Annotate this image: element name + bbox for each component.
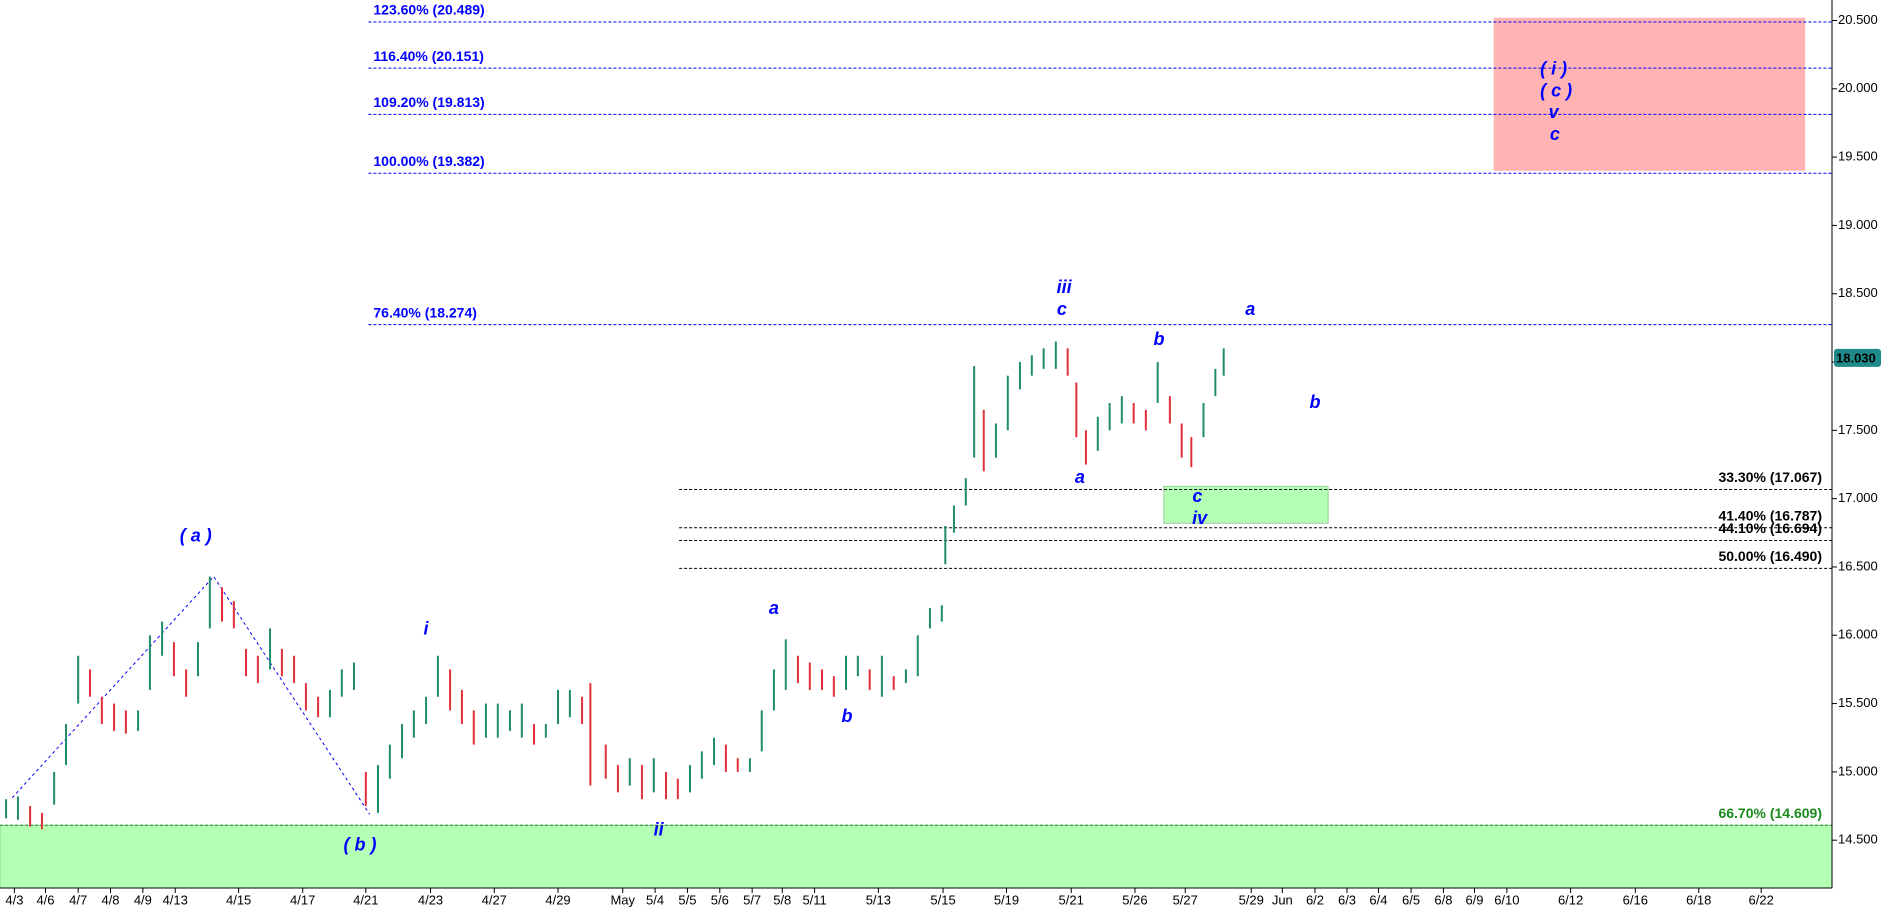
x-tick-label: 5/19 [994,892,1019,907]
wave-label: iv [1192,508,1208,528]
wave-label: ( b ) [344,834,377,854]
zone [1163,485,1329,524]
wave-label: a [1075,467,1085,487]
x-tick-label: 4/27 [482,892,507,907]
x-tick-label: 5/13 [866,892,891,907]
x-tick-label: 4/3 [5,892,23,907]
zone [1493,17,1806,171]
x-tick-label: 4/15 [226,892,251,907]
y-tick-label: 16.500 [1838,558,1878,573]
wave-label: c [1192,486,1202,506]
y-tick-label: 18.500 [1838,285,1878,300]
wave-label: a [1245,299,1255,319]
last-price-label: 18.030 [1836,350,1876,365]
zone [0,824,1833,889]
x-tick-label: 5/27 [1173,892,1198,907]
wave-label: v [1549,102,1560,122]
wave-label: iii [1057,277,1073,297]
fib-label: 33.30% (17.067) [1718,469,1822,485]
y-tick-label: 19.500 [1838,149,1878,164]
x-tick-label: May [610,892,635,907]
y-tick-label: 16.000 [1838,627,1878,642]
x-tick-label: 5/26 [1122,892,1147,907]
x-tick-label: 6/8 [1434,892,1452,907]
y-tick-label: 20.500 [1838,12,1878,27]
x-tick-label: Jun [1272,892,1293,907]
x-tick-label: 5/8 [773,892,791,907]
last-price-tag [1834,348,1881,367]
x-tick-label: 6/22 [1749,892,1774,907]
wave-label: ii [654,819,665,839]
x-tick-label: 5/6 [711,892,729,907]
x-tick-label: 5/29 [1239,892,1264,907]
fib-label: 50.00% (16.490) [1718,548,1822,564]
wave-label: b [1309,392,1320,412]
wave-label: b [841,706,852,726]
fib-label: 44.10% (16.694) [1718,520,1822,536]
fib-label: 116.40% (20.151) [373,48,484,64]
fib-label: 76.40% (18.274) [373,304,477,320]
x-tick-label: 6/4 [1369,892,1387,907]
x-tick-label: 6/12 [1558,892,1583,907]
x-tick-label: 5/4 [646,892,664,907]
x-tick-label: 4/17 [290,892,315,907]
x-tick-label: 5/11 [802,892,826,907]
wave-label: c [1057,299,1067,319]
x-tick-label: 4/9 [134,892,152,907]
x-tick-label: 5/5 [678,892,696,907]
x-tick-label: 6/2 [1306,892,1324,907]
y-tick-label: 15.500 [1838,695,1878,710]
x-tick-label: 6/10 [1494,892,1519,907]
y-tick-label: 14.500 [1838,832,1878,847]
fib-label: 109.20% (19.813) [373,94,484,110]
fib-label: 41.40% (16.787) [1718,507,1822,523]
y-tick-label: 17.500 [1838,422,1878,437]
x-tick-label: 4/6 [36,892,54,907]
trendline [11,575,371,815]
y-tick-label: 19.000 [1838,217,1878,232]
wave-label: a [769,598,779,618]
x-tick-label: 4/21 [353,892,378,907]
fib-label: 100.00% (19.382) [373,153,484,169]
fib-label: 123.60% (20.489) [373,2,484,18]
x-tick-label: 6/5 [1402,892,1420,907]
x-tick-label: 5/7 [743,892,761,907]
x-tick-label: 5/21 [1059,892,1084,907]
wave-label: ( a ) [180,526,212,546]
wave-label: c [1550,124,1560,144]
x-tick-label: 4/29 [545,892,570,907]
wave-label: ( c ) [1540,80,1572,100]
fib-label: 66.70% (14.609) [1718,805,1822,821]
x-tick-label: 6/18 [1686,892,1711,907]
x-tick-label: 6/3 [1338,892,1356,907]
x-tick-label: 4/7 [69,892,87,907]
x-tick-label: 6/16 [1623,892,1648,907]
y-tick-label: 17.000 [1838,490,1878,505]
x-tick-label: 6/9 [1465,892,1483,907]
y-tick-label: 20.000 [1838,80,1878,95]
x-tick-label: 4/13 [163,892,188,907]
y-tick-label: 15.000 [1838,763,1878,778]
x-tick-label: 5/15 [930,892,955,907]
wave-label: b [1153,329,1164,349]
wave-label: ( i ) [1540,58,1567,78]
x-tick-label: 4/8 [101,892,119,907]
wave-label: i [424,619,430,639]
x-tick-label: 4/23 [418,892,443,907]
